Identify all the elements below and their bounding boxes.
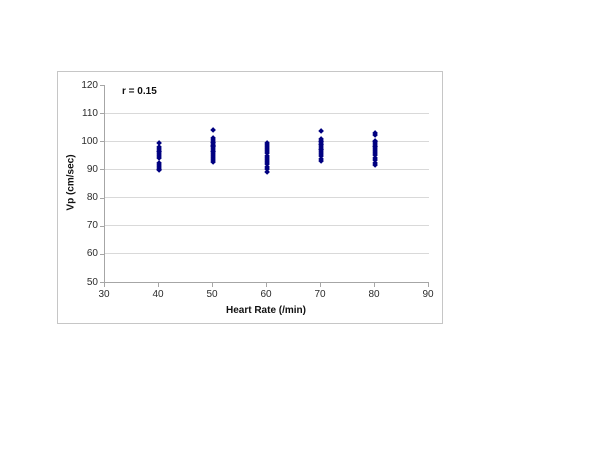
gridline-y-80 bbox=[105, 197, 429, 199]
y-tick-label-70: 70 bbox=[86, 220, 98, 232]
x-tick-90 bbox=[428, 283, 429, 287]
y-tick-label-50: 50 bbox=[86, 276, 98, 288]
y-tick-60 bbox=[100, 253, 104, 255]
x-tick-80 bbox=[374, 283, 375, 287]
y-tick-80 bbox=[100, 197, 104, 199]
gridline-y-110 bbox=[105, 112, 429, 114]
x-tick-label-90: 90 bbox=[422, 289, 434, 300]
scatter-point-diamond bbox=[318, 128, 324, 135]
gridline-y-70 bbox=[105, 225, 429, 227]
y-axis-title: Vp (cm/sec) bbox=[65, 154, 77, 211]
x-tick-label-60: 60 bbox=[260, 289, 272, 300]
y-tick-label-110: 110 bbox=[82, 107, 98, 119]
y-tick-label-120: 120 bbox=[81, 79, 98, 91]
x-tick-label-50: 50 bbox=[206, 289, 218, 300]
correlation-annotation: r = 0.15 bbox=[122, 86, 157, 97]
x-tick-label-70: 70 bbox=[314, 289, 326, 300]
y-tick-120 bbox=[100, 85, 104, 86]
y-tick-90 bbox=[100, 169, 104, 171]
y-tick-label-100: 100 bbox=[81, 135, 98, 147]
x-tick-label-30: 30 bbox=[98, 289, 110, 300]
y-tick-110 bbox=[100, 113, 104, 115]
x-tick-70 bbox=[320, 283, 321, 287]
x-tick-60 bbox=[266, 283, 267, 287]
scatter-point-diamond bbox=[372, 162, 378, 169]
y-tick-70 bbox=[100, 225, 104, 227]
x-axis-title: Heart Rate (/min) bbox=[225, 305, 306, 316]
y-tick-50 bbox=[100, 282, 104, 283]
x-tick-50 bbox=[212, 283, 213, 287]
chart-container: r = 0.15 Heart Rate (/min) Vp (cm/sec) 5… bbox=[57, 71, 443, 324]
x-tick-30 bbox=[104, 283, 105, 287]
y-tick-label-80: 80 bbox=[86, 192, 98, 204]
plot-area: r = 0.15 bbox=[104, 85, 429, 283]
y-tick-label-90: 90 bbox=[86, 163, 98, 175]
y-tick-label-60: 60 bbox=[86, 248, 98, 260]
scatter-point-diamond bbox=[210, 159, 216, 166]
y-tick-100 bbox=[100, 141, 104, 143]
scatter-point-diamond bbox=[210, 127, 216, 133]
scatter-point-diamond bbox=[156, 167, 162, 174]
x-tick-label-80: 80 bbox=[368, 289, 380, 300]
x-tick-40 bbox=[158, 283, 159, 287]
x-tick-label-40: 40 bbox=[152, 289, 164, 300]
gridline-y-60 bbox=[105, 253, 429, 255]
